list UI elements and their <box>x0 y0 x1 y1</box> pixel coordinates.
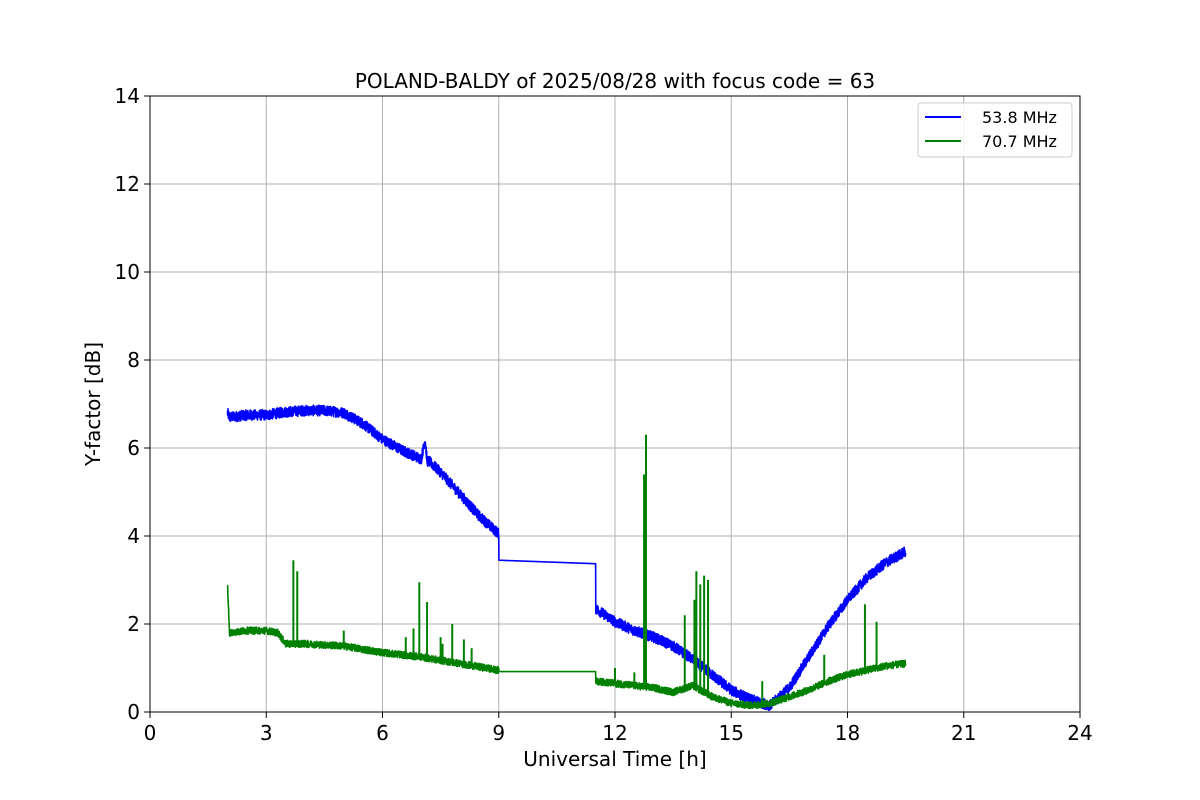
legend-label-53-8: 53.8 MHz <box>982 108 1057 127</box>
series-line-1 <box>226 585 907 710</box>
x-tick-label: 24 <box>1067 721 1092 745</box>
x-tick-label: 6 <box>376 721 389 745</box>
x-tick-label: 9 <box>492 721 505 745</box>
y-tick-label: 2 <box>127 612 140 636</box>
y-tick-label: 4 <box>127 524 140 548</box>
x-tick-label: 18 <box>835 721 860 745</box>
legend-label-70-7: 70.7 MHz <box>982 132 1057 151</box>
x-tick-label: 0 <box>144 721 157 745</box>
x-tick-label: 15 <box>719 721 744 745</box>
y-tick-label: 14 <box>115 84 140 108</box>
chart-title: POLAND-BALDY of 2025/08/28 with focus co… <box>355 69 875 93</box>
y-tick-label: 0 <box>127 700 140 724</box>
y-tick-label: 10 <box>115 260 140 284</box>
plot-layer <box>226 404 907 712</box>
x-tick-label: 12 <box>602 721 627 745</box>
y-tick-label: 12 <box>115 172 140 196</box>
y-tick-label: 8 <box>127 348 140 372</box>
y-axis-label: Y-factor [dB] <box>81 342 105 467</box>
x-tick-label: 21 <box>951 721 976 745</box>
y-tick-label: 6 <box>127 436 140 460</box>
x-axis-label: Universal Time [h] <box>523 747 706 771</box>
series-line-0 <box>226 404 907 712</box>
x-tick-label: 3 <box>260 721 273 745</box>
legend: 53.8 MHz 70.7 MHz <box>917 102 1073 158</box>
